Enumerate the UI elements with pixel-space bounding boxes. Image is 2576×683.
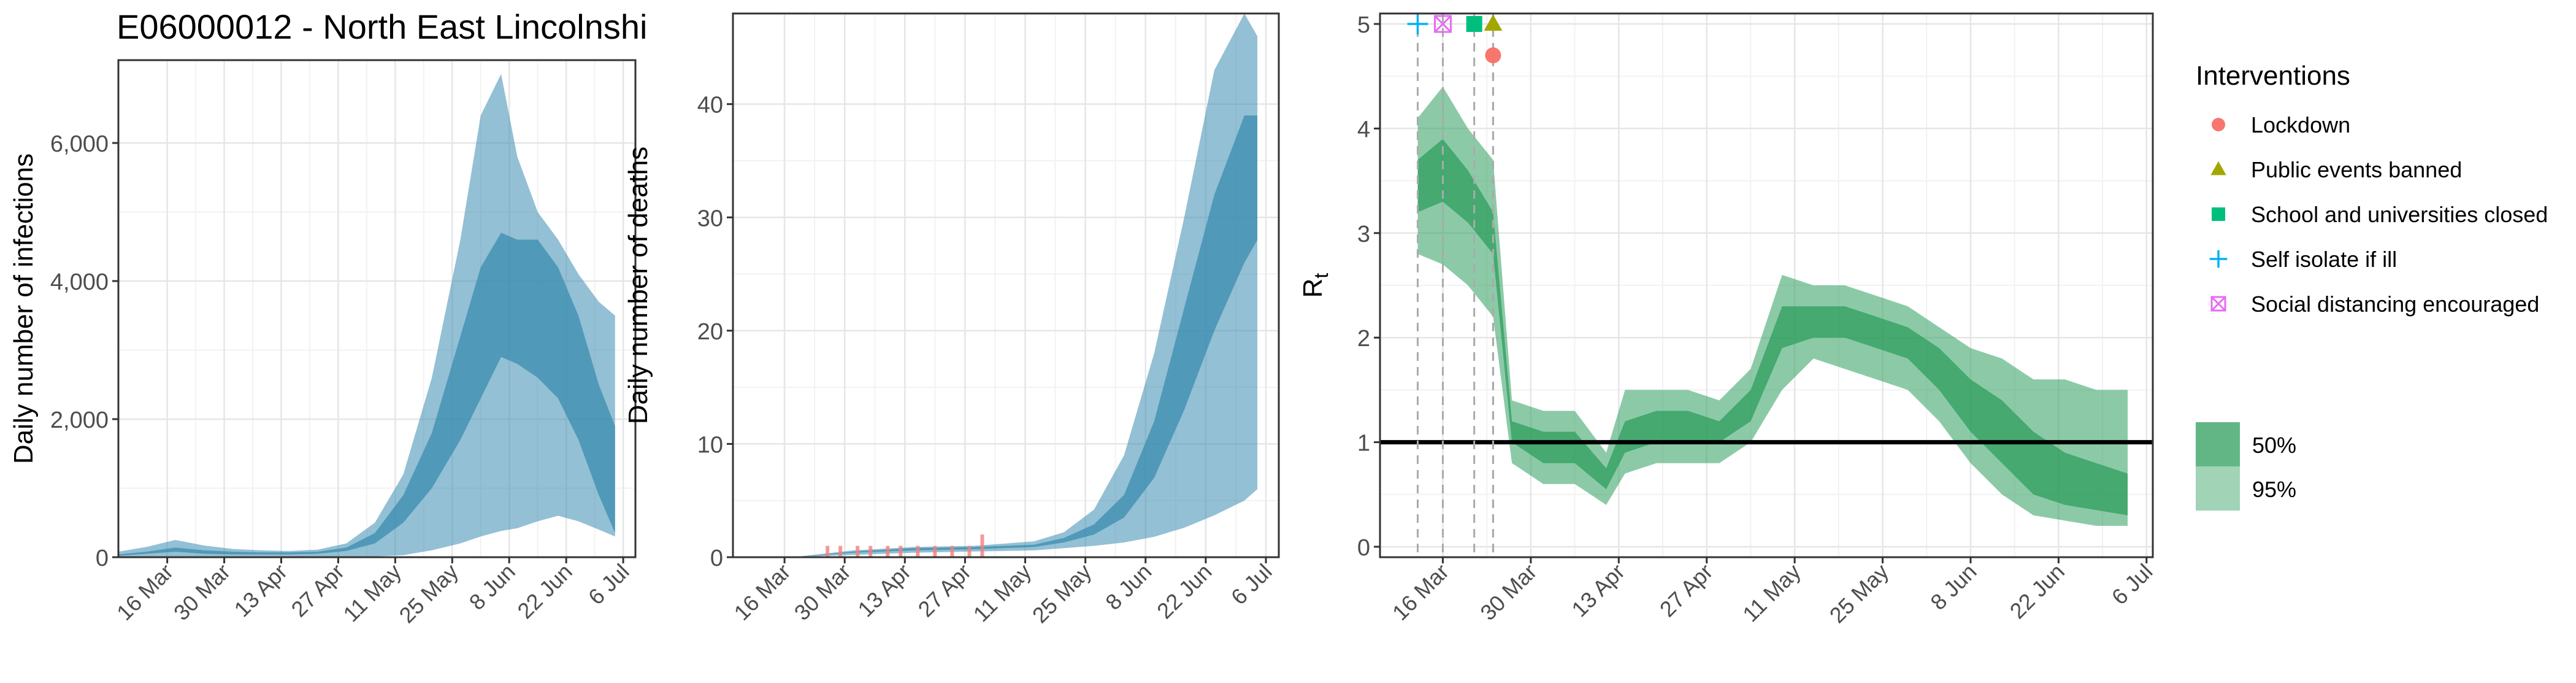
- legend-key-triangle: [2210, 161, 2226, 176]
- legend: Interventions Lockdown Public events banne…: [2196, 61, 2548, 511]
- band-95pct: [1417, 87, 2128, 526]
- intervention-marker-box: [1433, 15, 1452, 33]
- y-axis-title: Daily number of deaths: [623, 147, 653, 424]
- legend-key-boxx: [2210, 296, 2226, 312]
- legend-title: Interventions: [2196, 61, 2350, 91]
- band-95pct: [733, 14, 1257, 557]
- y-tick-label: 1: [1357, 431, 1370, 457]
- y-tick-label: 20: [697, 319, 723, 345]
- y-tick-label: 0: [96, 546, 109, 571]
- legend-key-square: [2212, 207, 2225, 221]
- y-tick-label: 2,000: [50, 407, 109, 433]
- x-tick-label: 13 Apr: [229, 559, 293, 622]
- rt-panel: 0 1 2 3 4 5 16 Mar 30 Mar 13 Apr 27 Apr 11 May 25 M…: [1298, 12, 2157, 628]
- x-tick-label: 30 Mar: [169, 559, 235, 625]
- y-tick-label: 40: [697, 93, 723, 118]
- legend-key-plus: [2209, 250, 2228, 268]
- panel-border: [117, 59, 637, 558]
- intervention-marker: [1485, 47, 1501, 64]
- observed-deaths-bar: [967, 546, 972, 557]
- y-tick-label: 6,000: [50, 131, 109, 157]
- panel-border: [732, 12, 1280, 558]
- x-tick-label: 6 Jul: [583, 559, 634, 610]
- legend-band-label: 50%: [2252, 433, 2296, 458]
- x-tick-label: 25 May: [1027, 559, 1096, 628]
- x-tick-label: 6 Jul: [1226, 559, 1277, 610]
- y-axis-title: Daily number of infections: [9, 153, 39, 464]
- legend-band-label: 95%: [2252, 477, 2296, 502]
- y-tick-label: 10: [697, 432, 723, 458]
- x-tick-label: 16 Mar: [729, 559, 795, 625]
- legend-label: Social distancing encouraged: [2251, 291, 2539, 317]
- intervention-marker: [1466, 16, 1482, 33]
- observed-deaths-bar: [899, 546, 903, 557]
- x-tick-label: 6 Jul: [2107, 559, 2158, 610]
- observed-deaths-bar: [950, 546, 954, 557]
- intervention-marker: [1433, 15, 1452, 33]
- x-tick-label: 27 Apr: [286, 559, 350, 622]
- y-tick-label: 4,000: [50, 269, 109, 295]
- x-tick-label: 25 May: [394, 559, 462, 628]
- observed-deaths-bar: [916, 546, 920, 557]
- x-tick-label: 16 Mar: [112, 559, 178, 625]
- x-tick-label: 8 Jun: [1100, 559, 1156, 615]
- legend-band-key: [2196, 466, 2240, 511]
- x-tick-label: 11 May: [338, 559, 406, 627]
- legend-band-key: [2196, 422, 2240, 466]
- x-tick-label: 22 Jun: [512, 559, 577, 623]
- observed-deaths-bar: [980, 534, 984, 557]
- x-tick-label: 27 Apr: [1655, 559, 1718, 622]
- intervention-marker: [1484, 14, 1503, 31]
- x-tick-label: 11 May: [968, 559, 1037, 627]
- y-axis-title-subscript: t: [1310, 273, 1332, 279]
- observed-deaths-bar: [838, 546, 843, 557]
- y-tick-label: 0: [1357, 535, 1370, 561]
- x-tick-label: 8 Jun: [464, 559, 520, 615]
- band-95pct: [118, 74, 615, 557]
- y-tick-label: 5: [1357, 12, 1370, 38]
- x-tick-label: 30 Mar: [789, 559, 856, 625]
- observed-deaths-bar: [933, 546, 937, 557]
- observed-deaths-bar: [856, 546, 860, 557]
- band-50pct: [1417, 139, 2128, 515]
- y-tick-label: 3: [1357, 222, 1370, 247]
- intervention-marker: [1407, 14, 1428, 34]
- x-tick-label: 8 Jun: [1925, 559, 1981, 615]
- observed-deaths-bar: [826, 546, 830, 557]
- y-tick-label: 4: [1357, 117, 1370, 142]
- x-tick-label: 22 Jun: [2005, 559, 2069, 623]
- legend-key-boxx-x2: [2210, 296, 2226, 312]
- legend-label: Lockdown: [2251, 112, 2350, 137]
- legend-label: Self isolate if ill: [2251, 247, 2397, 272]
- observed-deaths-bar: [886, 546, 890, 557]
- intervention-marker-x2: [1434, 15, 1452, 33]
- y-tick-label: 0: [710, 546, 723, 571]
- panel-border: [1379, 12, 2154, 558]
- y-tick-label: 30: [697, 206, 723, 231]
- y-tick-label: 2: [1357, 326, 1370, 352]
- legend-label: Public events banned: [2251, 157, 2462, 182]
- y-axis-title: Rt: [1298, 273, 1332, 298]
- x-tick-label: 25 May: [1825, 559, 1893, 628]
- band-50pct: [118, 233, 615, 556]
- legend-key-boxx-box: [2210, 296, 2226, 312]
- x-tick-label: 16 Mar: [1387, 559, 1454, 625]
- observed-deaths-bar: [868, 546, 873, 557]
- x-tick-label: 27 Apr: [913, 559, 976, 622]
- legend-key-circle: [2212, 118, 2225, 131]
- x-tick-label: 13 Apr: [1566, 559, 1630, 622]
- x-tick-label: 11 May: [1738, 559, 1806, 627]
- legend-label: School and universities closed: [2251, 202, 2548, 227]
- x-tick-label: 13 Apr: [853, 559, 916, 622]
- x-tick-label: 22 Jun: [1152, 559, 1216, 623]
- figure-title: E06000012 - North East Lincolnshi: [117, 7, 647, 46]
- x-tick-label: 30 Mar: [1475, 559, 1541, 625]
